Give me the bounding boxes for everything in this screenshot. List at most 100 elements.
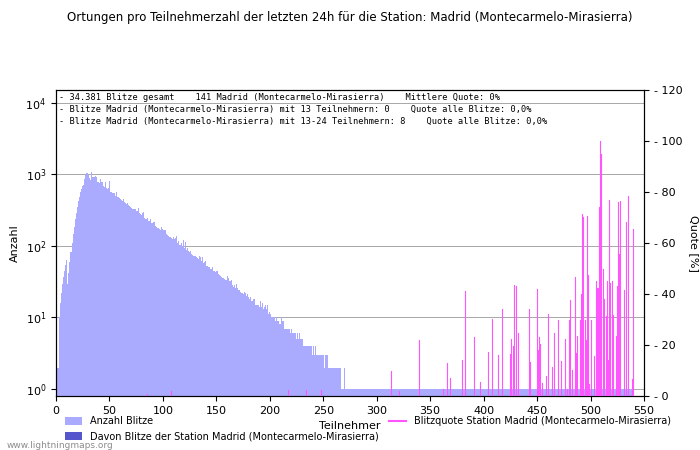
Bar <box>318 355 319 450</box>
Bar <box>98 181 99 450</box>
Bar <box>406 389 407 450</box>
Bar <box>414 389 416 450</box>
Bar <box>584 389 586 450</box>
Bar <box>330 368 331 450</box>
Bar <box>236 284 237 450</box>
Bar <box>483 389 484 450</box>
Bar <box>562 389 564 450</box>
Bar <box>416 389 418 450</box>
Bar <box>461 389 462 450</box>
Bar <box>402 389 403 450</box>
Bar <box>293 333 294 450</box>
Bar <box>340 368 341 450</box>
Bar <box>321 355 322 450</box>
Bar <box>519 389 521 450</box>
Bar <box>468 389 469 450</box>
Bar <box>97 182 98 450</box>
Bar <box>209 267 211 450</box>
Bar <box>237 288 238 450</box>
Bar <box>351 389 353 450</box>
Bar <box>136 211 138 450</box>
Bar <box>358 389 359 450</box>
Bar <box>346 389 347 450</box>
Bar <box>195 257 197 450</box>
Bar <box>575 389 576 450</box>
Bar <box>546 389 547 450</box>
Bar <box>143 212 144 450</box>
Bar <box>82 185 83 450</box>
Bar <box>485 389 486 450</box>
Bar <box>325 355 326 450</box>
Bar <box>400 389 401 450</box>
Bar <box>516 389 517 450</box>
Bar <box>84 179 85 450</box>
Bar <box>482 389 483 450</box>
Bar <box>211 267 213 450</box>
Bar <box>437 389 438 450</box>
Bar <box>453 389 454 450</box>
Bar <box>408 389 409 450</box>
Bar <box>222 278 223 450</box>
Bar <box>487 389 489 450</box>
Bar <box>167 235 168 450</box>
Bar <box>524 389 525 450</box>
Bar <box>379 389 381 450</box>
Bar <box>170 237 171 450</box>
Bar <box>148 221 150 450</box>
Bar <box>440 389 442 450</box>
Y-axis label: Quote [%]: Quote [%] <box>689 215 699 271</box>
Bar <box>183 240 184 450</box>
Bar <box>374 389 375 450</box>
Bar <box>603 389 604 450</box>
Bar <box>363 389 365 450</box>
Bar <box>223 279 225 450</box>
Bar <box>501 389 503 450</box>
Bar <box>93 177 94 450</box>
Bar <box>254 299 256 450</box>
Bar <box>260 307 262 450</box>
Bar <box>419 389 420 450</box>
Bar <box>368 389 369 450</box>
Bar <box>130 207 132 450</box>
Bar <box>378 389 379 450</box>
Bar <box>157 228 158 450</box>
Bar <box>464 389 465 450</box>
Bar <box>110 192 111 450</box>
Legend: Anzahl Blitze, Davon Blitze der Station Madrid (Montecarmelo-Mirasierra), Blitzq: Anzahl Blitze, Davon Blitze der Station … <box>61 413 675 445</box>
Bar <box>484 389 485 450</box>
Bar <box>455 389 456 450</box>
Bar <box>534 389 536 450</box>
Bar <box>458 389 460 450</box>
Bar <box>385 389 386 450</box>
Bar <box>359 389 360 450</box>
Bar <box>61 293 62 450</box>
Bar <box>57 368 59 450</box>
Bar <box>173 237 174 450</box>
Bar <box>462 389 463 450</box>
Bar <box>532 389 533 450</box>
Bar <box>102 186 104 450</box>
Bar <box>247 294 248 450</box>
Bar <box>69 262 71 450</box>
Bar <box>410 389 412 450</box>
Bar <box>246 296 247 450</box>
Bar <box>560 389 561 450</box>
Bar <box>463 389 464 450</box>
Text: www.lightningmaps.org: www.lightningmaps.org <box>7 441 113 450</box>
Bar <box>76 213 77 450</box>
Bar <box>394 389 395 450</box>
Bar <box>59 317 60 450</box>
Bar <box>280 324 281 450</box>
Bar <box>118 198 120 450</box>
Bar <box>142 212 143 450</box>
Bar <box>251 301 252 450</box>
Bar <box>341 389 342 450</box>
Bar <box>267 305 268 450</box>
Bar <box>538 389 539 450</box>
Bar <box>202 257 203 450</box>
Bar <box>88 175 89 450</box>
Bar <box>448 389 449 450</box>
Bar <box>582 389 584 450</box>
Bar <box>71 243 73 450</box>
Bar <box>78 201 79 450</box>
